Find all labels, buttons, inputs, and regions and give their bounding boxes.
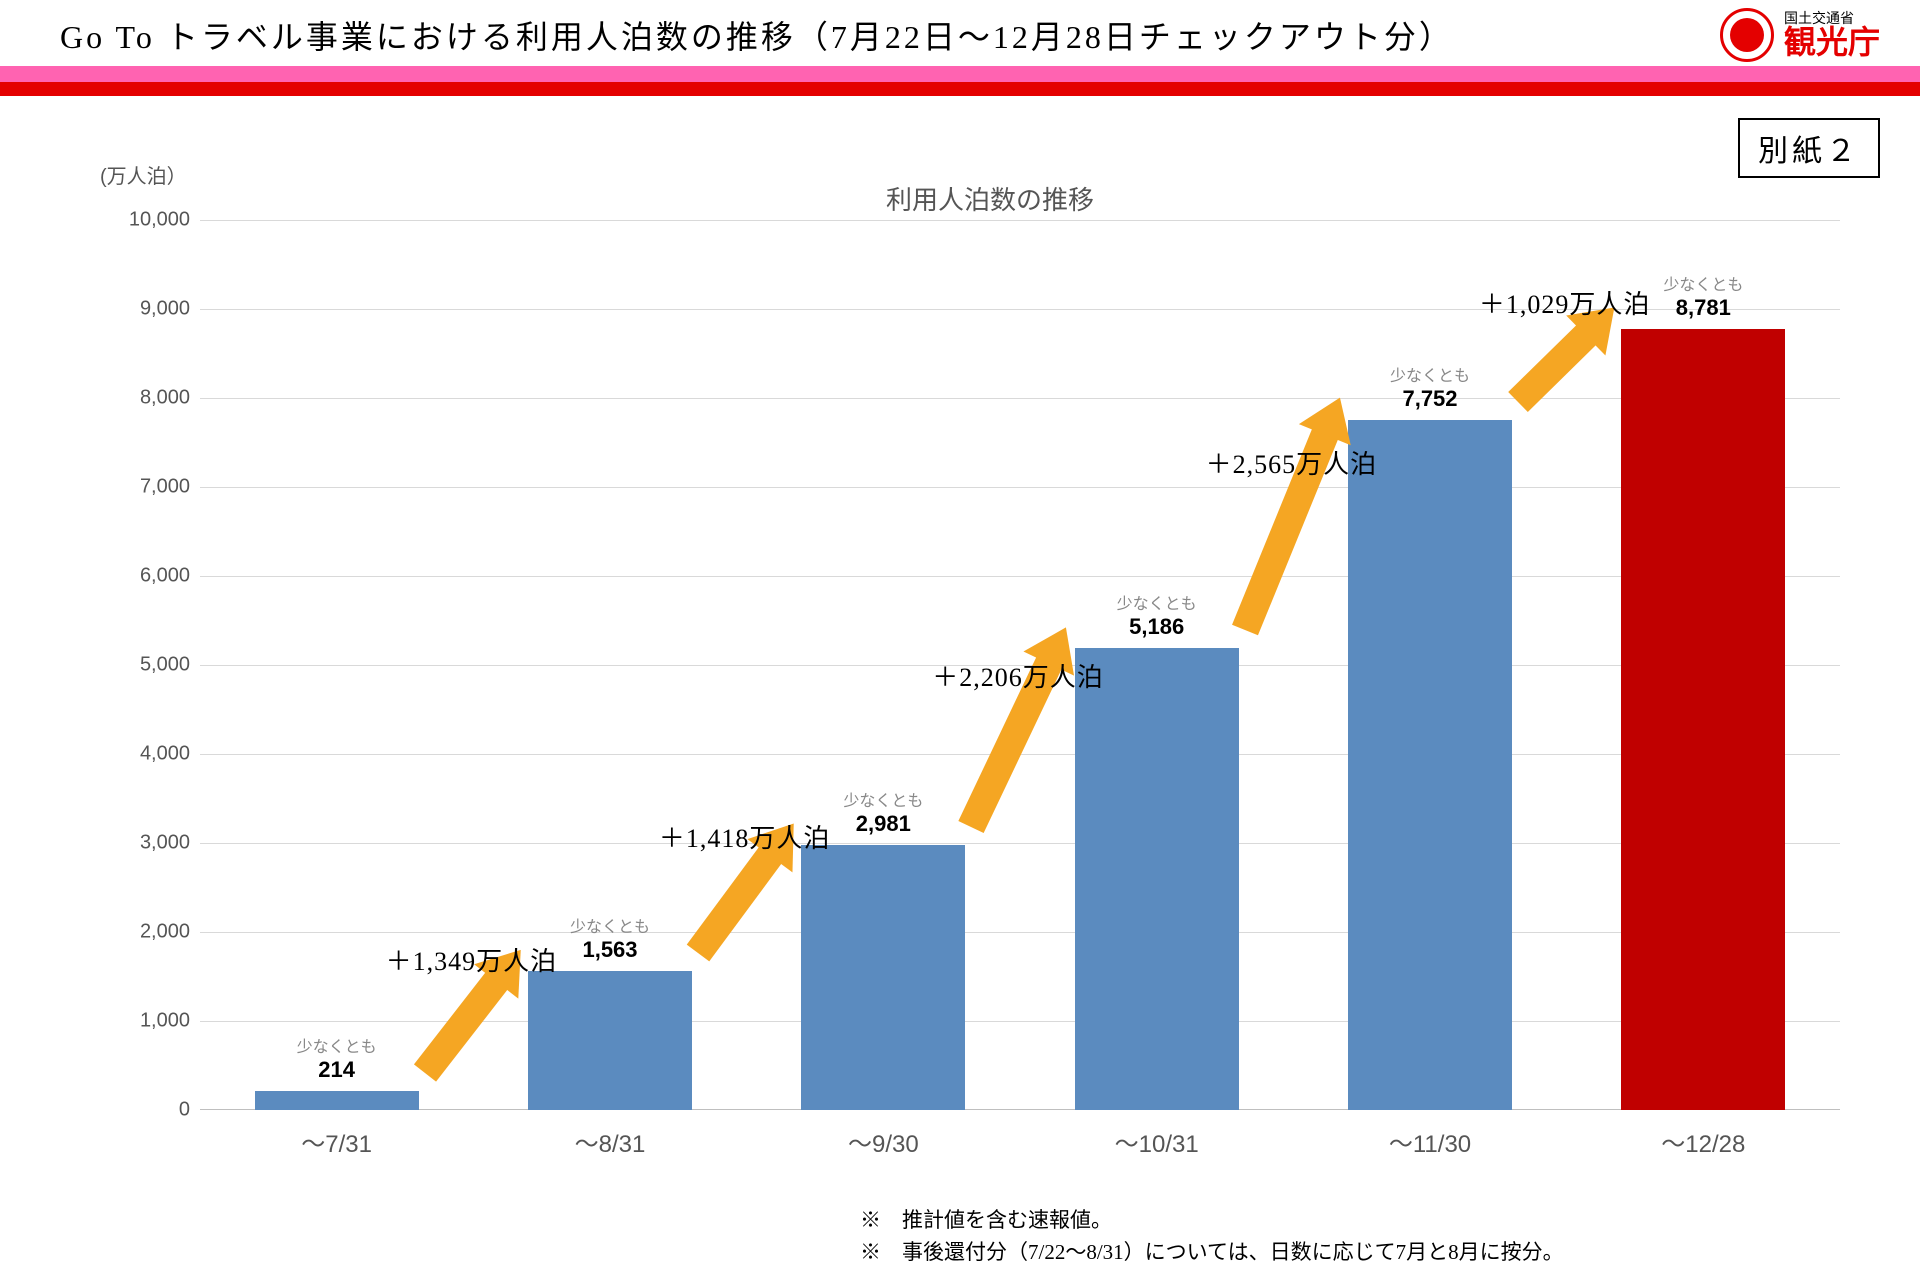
y-tick-label: 10,000 [106,209,190,232]
y-axis-unit: (万人泊） [100,160,187,189]
y-tick-label: 6,000 [106,565,190,588]
bar [528,971,692,1110]
y-tick-label: 3,000 [106,832,190,855]
y-tick-label: 5,000 [106,654,190,677]
gridline [200,487,1840,488]
increase-arrow-icon [1245,402,1338,630]
agency-logo: 国土交通省 観光庁 [1720,8,1880,62]
gridline [200,576,1840,577]
attachment-badge: 別紙２ [1738,118,1880,178]
y-tick-label: 4,000 [106,743,190,766]
bar [1075,648,1239,1110]
y-tick-label: 9,000 [106,298,190,321]
data-label: 少なくとも214 [227,1033,447,1083]
x-category-label: ～8/31 [575,1124,646,1159]
increase-annotation: ＋1,349万人泊 [386,941,558,978]
gridline [200,843,1840,844]
x-category-label: ～9/30 [848,1124,919,1159]
y-tick-label: 7,000 [106,476,190,499]
chart-plot-area: 01,0002,0003,0004,0005,0006,0007,0008,00… [200,220,1840,1110]
footnotes: ※ 推計値を含む速報値。 ※ 事後還付分（7/22～8/31）については、日数に… [860,1205,1564,1268]
y-tick-label: 8,000 [106,387,190,410]
x-category-label: ～11/30 [1389,1124,1471,1159]
y-tick-label: 2,000 [106,921,190,944]
gridline [200,220,1840,221]
bar [1348,420,1512,1110]
x-category-label: ～12/28 [1661,1124,1745,1159]
x-category-label: ～7/31 [301,1124,372,1159]
chart-title: 利用人泊数の推移 [886,180,1094,217]
bar [801,845,965,1110]
increase-arrow-icon [1518,310,1611,402]
chart-container: (万人泊） 利用人泊数の推移 01,0002,0003,0004,0005,00… [100,170,1880,1170]
logo-circle-icon [1720,8,1774,62]
bar [255,1091,419,1110]
bar [1621,329,1785,1111]
x-category-label: ～10/31 [1115,1124,1199,1159]
increase-annotation: ＋1,418万人泊 [659,818,831,855]
header-stripes [0,66,1920,96]
increase-annotation: ＋1,029万人泊 [1479,284,1651,321]
page-header: Go To トラベル事業における利用人泊数の推移（7月22日～12月28日チェッ… [0,0,1920,66]
footnote-1: ※ 推計値を含む速報値。 [860,1205,1564,1237]
x-axis-line [200,1109,1840,1110]
gridline [200,398,1840,399]
y-tick-label: 0 [106,1099,190,1122]
logo-title: 観光庁 [1784,26,1880,60]
increase-annotation: ＋2,206万人泊 [932,657,1104,694]
increase-annotation: ＋2,565万人泊 [1206,444,1378,481]
gridline [200,932,1840,933]
page-title: Go To トラベル事業における利用人泊数の推移（7月22日～12月28日チェッ… [60,12,1454,58]
y-tick-label: 1,000 [106,1010,190,1033]
footnote-2: ※ 事後還付分（7/22～8/31）については、日数に応じて7月と8月に按分。 [860,1237,1564,1269]
